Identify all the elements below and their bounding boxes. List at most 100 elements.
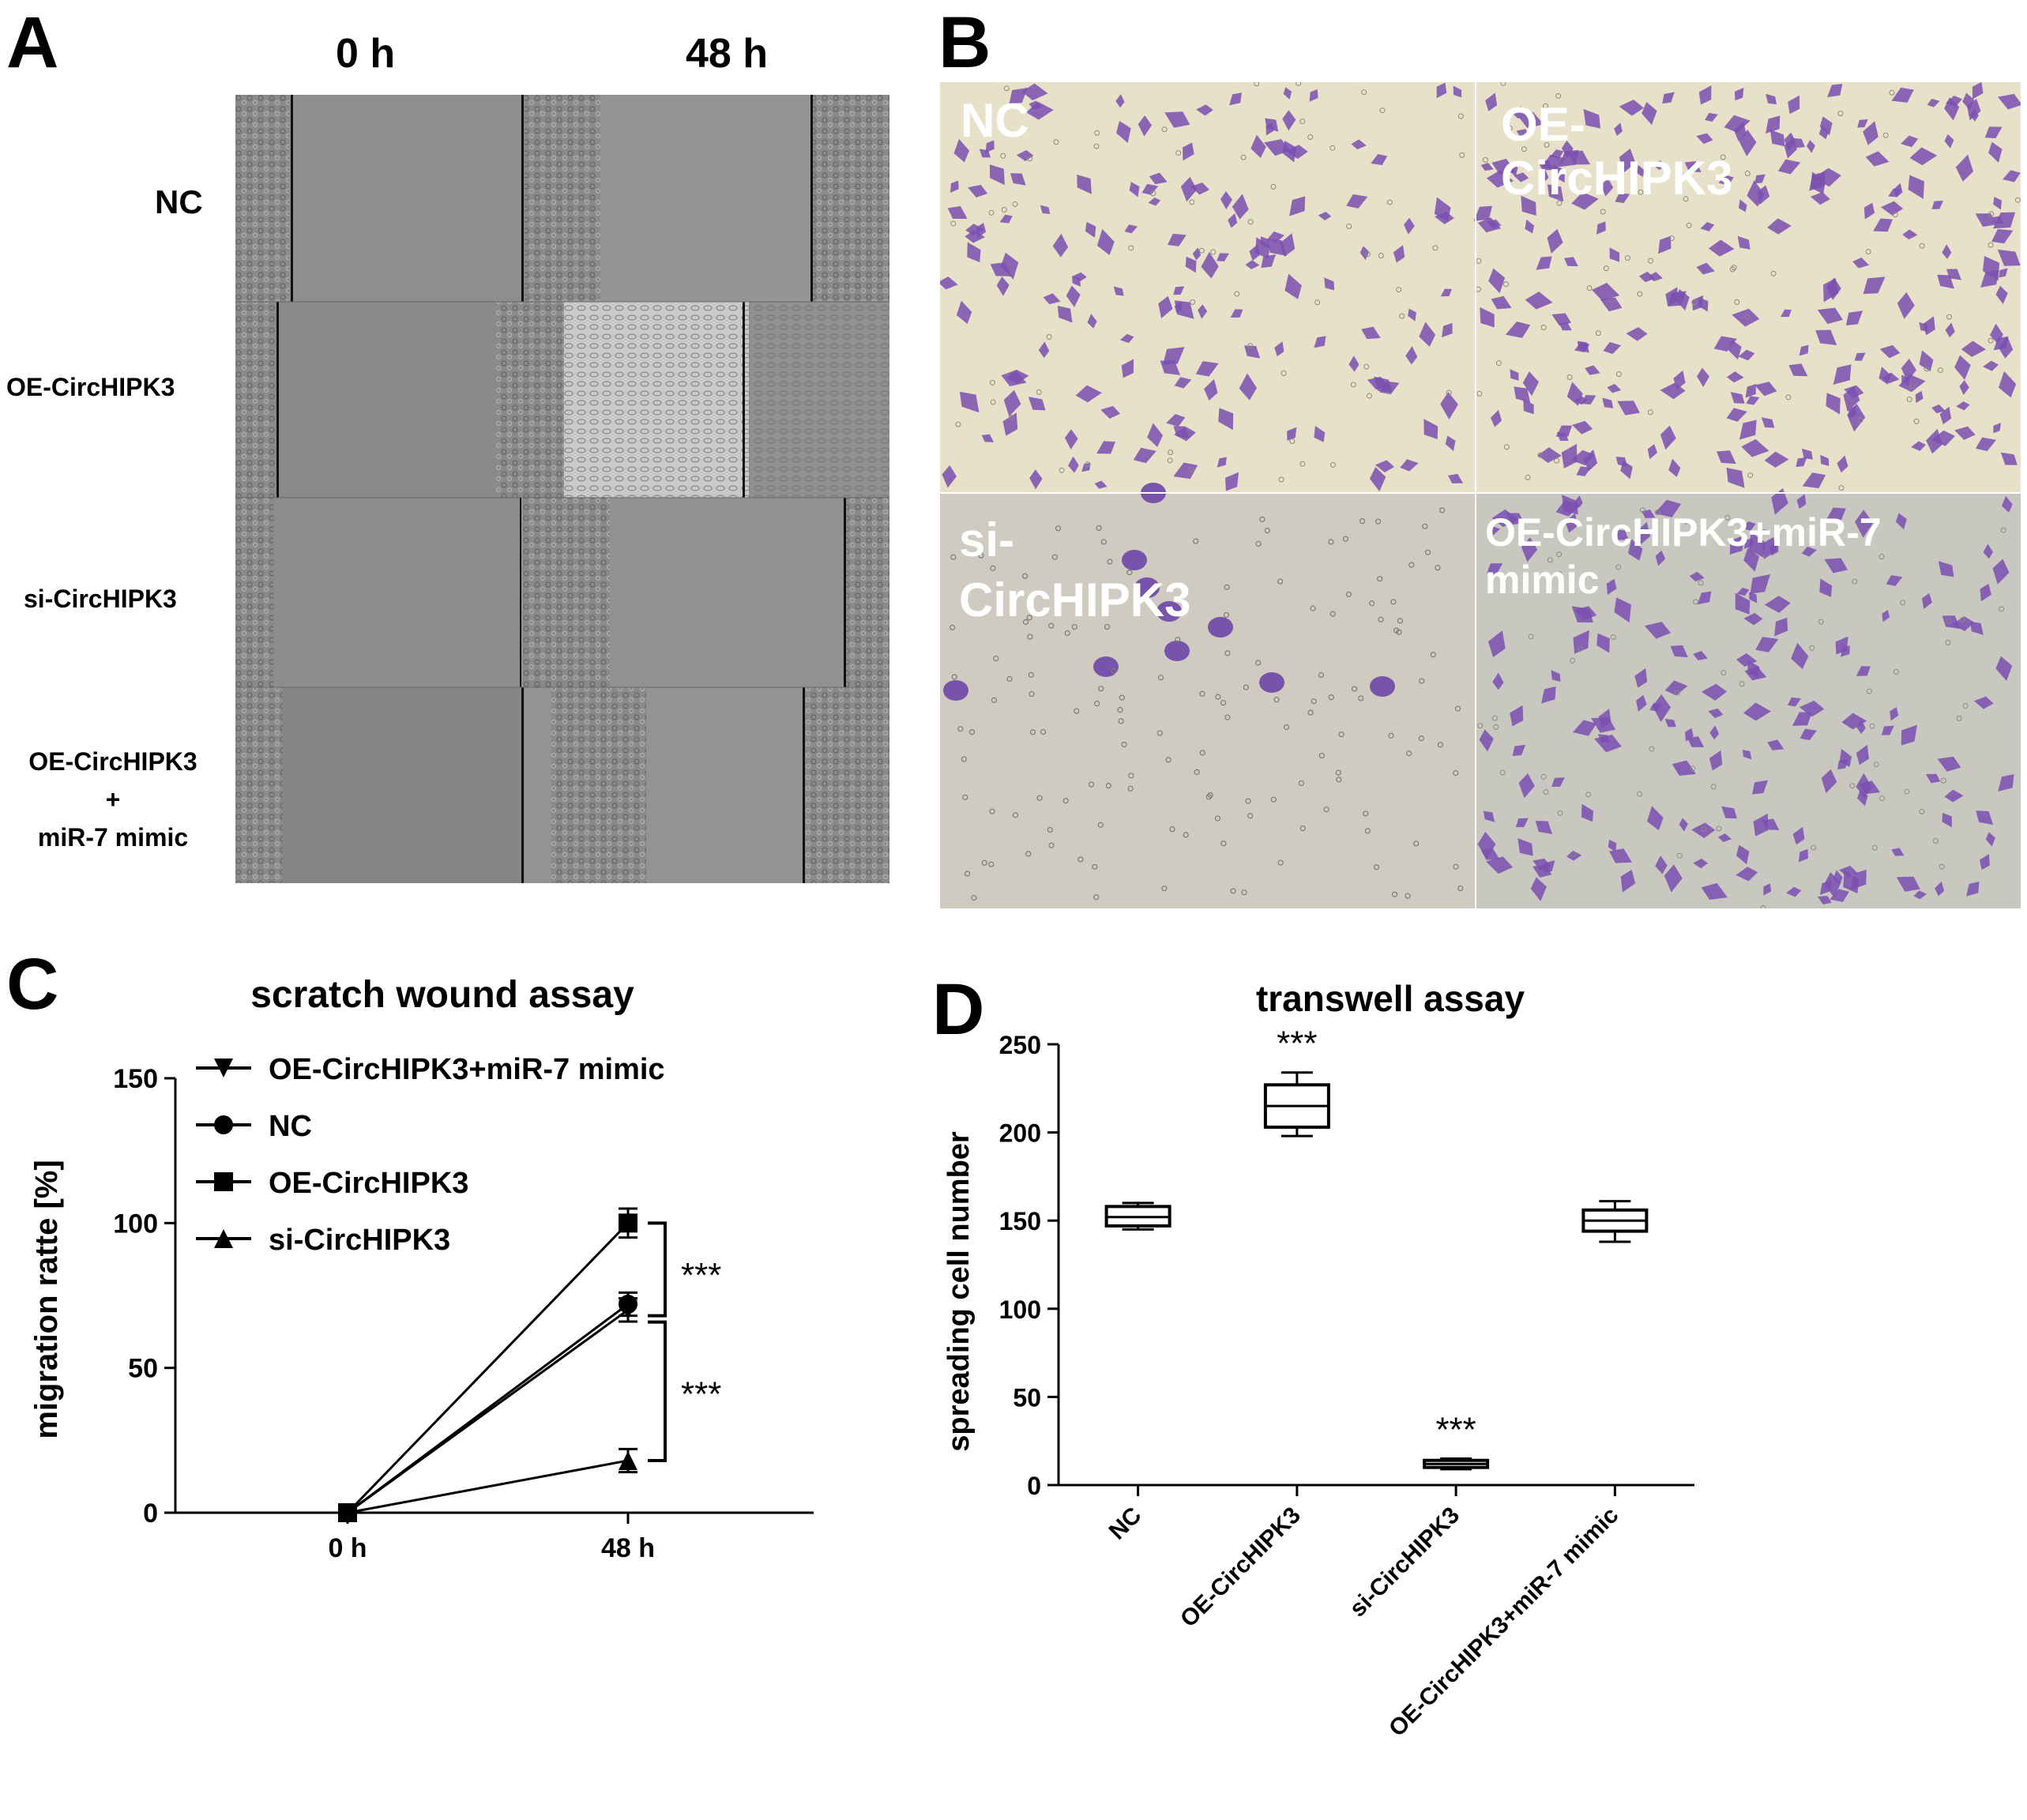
- row-label-oe-mimic: OE-CircHIPK3 + miR-7 mimic: [28, 747, 197, 852]
- stained-cell: [1781, 309, 1792, 318]
- pore: [1537, 452, 1544, 458]
- pore: [1289, 438, 1296, 444]
- stained-cell: [1801, 448, 1813, 460]
- pore: [950, 554, 957, 560]
- pore: [1499, 769, 1506, 776]
- pore: [1264, 528, 1270, 534]
- stained-cell: [940, 276, 958, 290]
- legend-label: OE-CircHIPK3+miR-7 mimic: [269, 1053, 665, 1086]
- pore: [1962, 702, 1969, 709]
- stained-cell: [1796, 457, 1807, 468]
- stained-cell: [1817, 307, 1843, 325]
- stained-cell: [1937, 756, 1961, 772]
- pore: [1566, 374, 1573, 381]
- stained-cell: [947, 206, 968, 219]
- stained-cell: [1730, 392, 1745, 404]
- pore: [1396, 629, 1402, 635]
- stained-cell: [1698, 85, 1712, 105]
- pore: [1502, 281, 1509, 288]
- stained-cell: [1196, 104, 1213, 116]
- stained-cell: [1997, 93, 2021, 110]
- stained-cell: [1931, 430, 1955, 446]
- stained-cell: [1064, 429, 1078, 449]
- stained-cell: [956, 300, 972, 324]
- pore: [1243, 684, 1249, 690]
- pore: [1882, 132, 1889, 138]
- stained-cell: [1735, 592, 1751, 615]
- stained-cell: [1147, 423, 1164, 447]
- pore: [1892, 212, 1898, 218]
- stained-cell: [1553, 165, 1565, 183]
- data-point: [619, 1295, 637, 1314]
- stained-cell: [1747, 660, 1760, 678]
- pore: [1314, 299, 1321, 306]
- pore: [1988, 337, 1994, 344]
- stained-cell: [1453, 85, 1462, 98]
- pore: [1811, 844, 1817, 851]
- pore: [1310, 605, 1316, 611]
- stained-cell: [1530, 877, 1547, 901]
- stained-cell: [1573, 630, 1589, 654]
- pore: [1336, 777, 1342, 783]
- stained-cell: [1696, 262, 1715, 275]
- stained-cell: [1072, 272, 1087, 282]
- pore: [1189, 466, 1195, 472]
- pore: [1062, 798, 1069, 804]
- stained-cell: [1956, 401, 1970, 411]
- stained-cell: [1514, 172, 1529, 182]
- stained-cell: [1726, 468, 1745, 488]
- pore: [1150, 190, 1156, 197]
- stained-cell: [1897, 292, 1915, 319]
- pore: [1270, 183, 1277, 190]
- pore: [1889, 89, 1895, 96]
- pore: [1878, 554, 1885, 560]
- stained-cell: [1973, 696, 1994, 709]
- pore: [1904, 788, 1910, 795]
- pore: [1051, 554, 1058, 560]
- pore: [1491, 715, 1498, 721]
- stained-cell: [1274, 341, 1284, 357]
- pore: [1913, 418, 1920, 424]
- stained-cell: [1997, 249, 2021, 266]
- panel-a-letter: A: [6, 2, 59, 83]
- stained-cell: [1945, 322, 1955, 338]
- pore: [1329, 611, 1336, 617]
- stained-cell: [1535, 821, 1553, 835]
- stained-cell: [1863, 202, 1875, 220]
- stained-cell: [1972, 82, 1984, 100]
- pore: [1127, 785, 1134, 792]
- stained-cell: [1825, 507, 1846, 522]
- stained-cell: [1574, 396, 1588, 405]
- pore: [1027, 634, 1033, 640]
- stained-cell: [1696, 133, 1713, 145]
- stained-cell: [1261, 254, 1277, 269]
- stained-cell: [1743, 702, 1772, 721]
- stained-cell: [1734, 88, 1744, 101]
- pore: [1544, 142, 1550, 149]
- pore: [1240, 154, 1247, 160]
- stained-cell: [1491, 158, 1517, 175]
- stained-cell: [1878, 367, 1891, 385]
- pore: [1919, 243, 1925, 249]
- pore: [1809, 645, 1815, 651]
- pore: [1585, 792, 1592, 798]
- stained-cell: [1713, 336, 1737, 352]
- stained-cell: [1121, 359, 1134, 378]
- pore: [1328, 539, 1334, 545]
- stained-cell: [1697, 591, 1712, 605]
- pore: [1366, 393, 1372, 399]
- stained-cell: [1856, 720, 1866, 735]
- stained-cell: [1487, 630, 1506, 658]
- stained-cell: [1115, 94, 1125, 108]
- stained-cell: [1561, 140, 1574, 159]
- stained-cell: [1192, 247, 1202, 261]
- pore: [1255, 660, 1262, 666]
- chart-c-title: scratch wound assay: [250, 974, 634, 1016]
- micrograph-si-48h: [521, 498, 889, 687]
- pore: [1241, 889, 1247, 896]
- stained-cell: [1021, 83, 1048, 101]
- data-point: [619, 1213, 637, 1233]
- stained-cell: [1264, 139, 1291, 156]
- pore: [1731, 265, 1737, 271]
- stained-cell: [1939, 406, 1952, 425]
